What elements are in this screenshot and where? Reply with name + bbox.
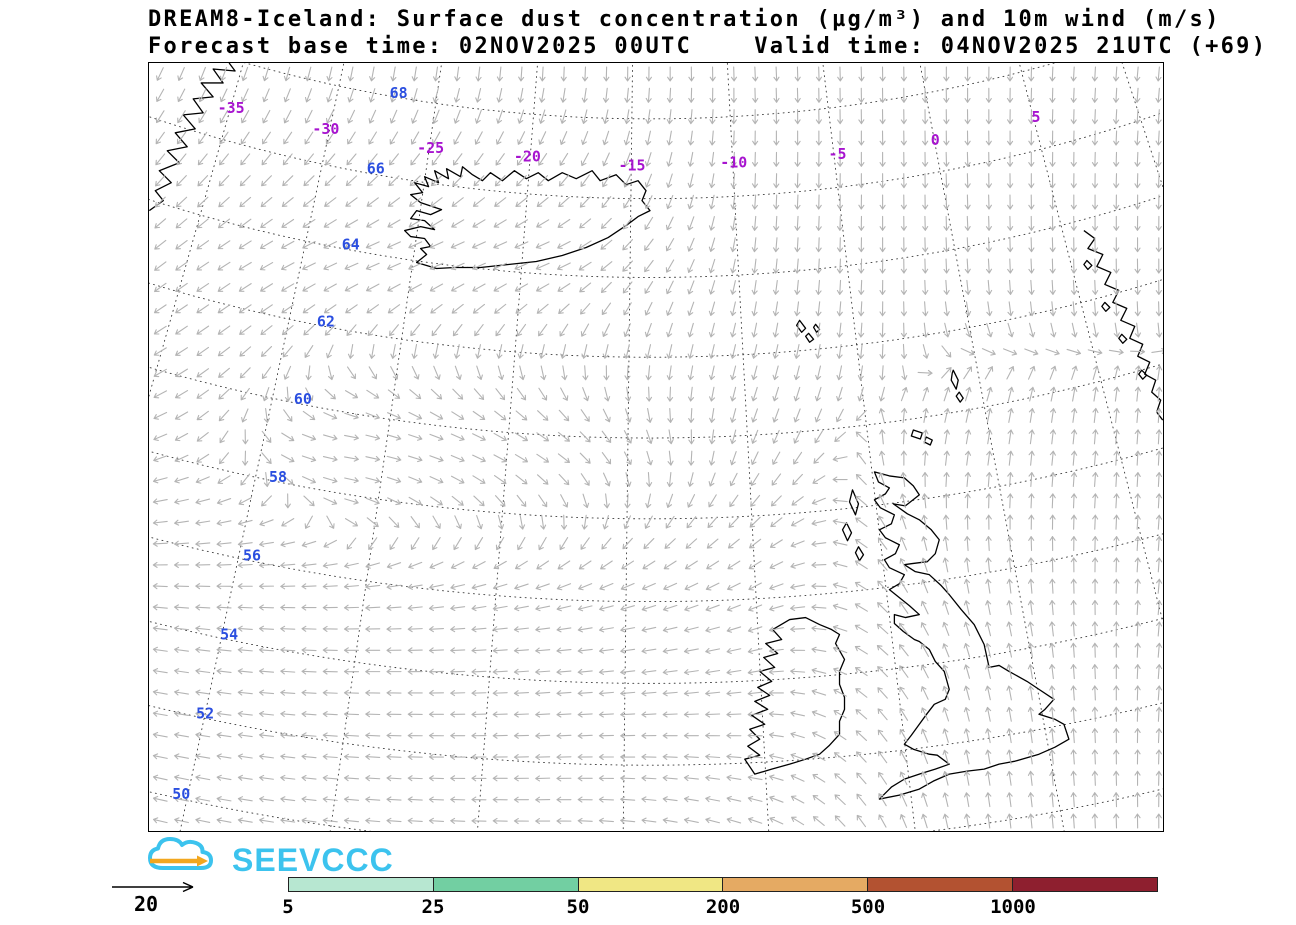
wind-arrows [152, 66, 1163, 829]
legend-segment-25 [432, 878, 578, 891]
legend-segment-5 [289, 878, 433, 891]
latitude-label: 54 [220, 625, 238, 643]
parallel-64 [149, 195, 1163, 278]
latitude-label: 60 [294, 390, 312, 408]
graticule [149, 63, 1163, 831]
wind-scale: 20 [112, 881, 194, 916]
longitude-label: 5 [1032, 108, 1041, 126]
chart-title: DREAM8-Iceland: Surface dust concentrati… [148, 7, 1221, 32]
latitude-label: 52 [196, 704, 214, 722]
meridian-0 [919, 63, 1065, 831]
longitude-label: -25 [417, 139, 444, 157]
latitude-label: 66 [367, 160, 385, 178]
parallel-66 [149, 111, 1163, 199]
longitude-label: -10 [720, 154, 747, 172]
logo-arrow-head-icon [197, 855, 208, 867]
parallel-50 [149, 787, 1163, 831]
map-area: -35 -30 -25 -20 -15 -10 -5 0 5 68 66 64 62 60 58 56 54 52… [148, 62, 1164, 832]
parallel-58 [149, 447, 1163, 519]
map-canvas: -35 -30 -25 -20 -15 -10 -5 0 5 68 66 64 62 60 58 56 54 52… [149, 63, 1163, 831]
footer: SEEVCCC 20 [112, 837, 394, 916]
latitude-label: 50 [172, 785, 190, 803]
legend-segment-50 [577, 878, 723, 891]
legend-labels: 5 25 50 200 500 1000 [282, 896, 1158, 920]
legend-label: 50 [566, 896, 590, 918]
coastline-iceland [404, 166, 651, 270]
wind-scale-arrow-icon [112, 881, 194, 893]
meridian-10 [1121, 63, 1163, 189]
meridian--30 [179, 63, 345, 831]
legend-label: 200 [705, 896, 741, 918]
longitude-label: -5 [829, 145, 847, 163]
coastline-ireland [744, 616, 846, 775]
latitude-label: 62 [317, 312, 335, 330]
coastline-norway [1083, 230, 1163, 421]
latitude-label: 56 [243, 547, 261, 565]
longitude-label: -20 [514, 148, 541, 166]
logo-text: SEEVCCC [232, 842, 394, 878]
chart-header: DREAM8-Iceland: Surface dust concentrati… [148, 6, 1267, 60]
legend-label: 500 [850, 896, 886, 918]
latitude-label: 64 [342, 236, 360, 254]
latitude-label: 58 [269, 468, 287, 486]
coastline-greenland [149, 63, 236, 212]
legend-segment-1000 [1012, 878, 1157, 891]
coastline-great-britain [873, 471, 1070, 800]
coastline-norway-skerries [1083, 259, 1148, 380]
seevccc-logo: SEEVCCC [148, 837, 394, 878]
parallel-68 [244, 63, 1056, 119]
coastline-orkney [910, 429, 933, 446]
legend-segment-500 [867, 878, 1013, 891]
longitude-label: 0 [931, 131, 940, 149]
legend-label: 25 [421, 896, 445, 918]
legend-label: 5 [282, 896, 294, 918]
legend-segment-200 [722, 878, 868, 891]
wind-scale-label: 20 [134, 892, 158, 916]
coastline-shetland [950, 369, 964, 403]
legend-bar [288, 877, 1158, 892]
parallel-52 [149, 701, 1163, 765]
legend-label: 1000 [990, 896, 1036, 918]
longitude-label: -35 [218, 99, 245, 117]
longitude-label: -15 [619, 157, 646, 175]
latitude-label: 68 [390, 84, 408, 102]
longitude-label: -30 [312, 120, 339, 138]
grid-labels: -35 -30 -25 -20 -15 -10 -5 0 5 68 66 64 62 60 58 56 54 52… [172, 84, 1040, 803]
chart-subtitle: Forecast base time: 02NOV2025 00UTC Vali… [148, 34, 1268, 59]
coastline-faroe-islands [795, 319, 821, 343]
